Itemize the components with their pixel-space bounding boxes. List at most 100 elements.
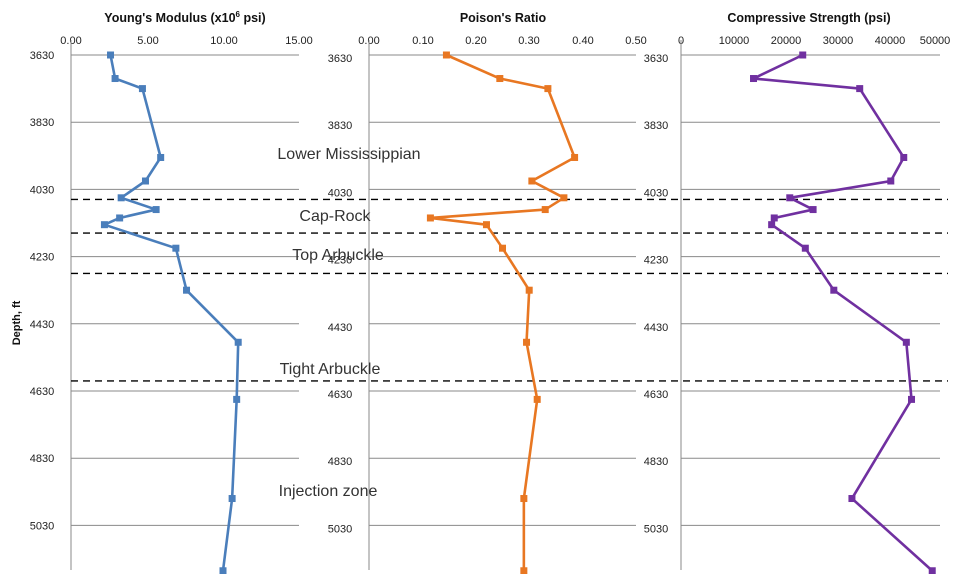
x-tick-label: 10.00 [210,35,238,47]
data-point [541,206,549,214]
zone-label-tight-arbuckle: Tight Arbuckle [280,361,381,378]
x-tick-label: 0.50 [625,35,646,47]
data-point [528,177,536,185]
data-point [902,338,910,346]
data-point [157,153,165,161]
zone-label-top-arbuckle: Top Arbuckle [292,247,384,264]
data-point [856,85,864,93]
data-point [233,395,241,403]
y-axis-label: Depth, ft [11,300,23,345]
data-point [848,495,856,503]
depth-tick-label: 4230 [644,255,668,267]
depth-tick-label: 3630 [30,50,54,62]
data-point [141,177,149,185]
depth-tick-label: 3830 [30,117,54,129]
data-point [234,338,242,346]
data-point [152,206,160,214]
data-point [544,85,552,93]
zone-label-lower-mississippian: Lower Mississippian [277,146,420,163]
data-point [533,395,541,403]
zone-label-cap-rock: Cap-Rock [299,208,371,225]
x-tick-labels-youngs: 0.00 5.00 10.00 15.00 [60,35,312,47]
data-point [116,214,124,222]
data-point [499,244,506,252]
data-point [219,567,227,575]
data-point [887,177,895,185]
data-point [111,75,119,83]
depth-tick-label: 5030 [328,523,352,535]
data-point [100,221,108,229]
data-point [900,153,908,161]
depth-tick-label: 4030 [30,184,54,196]
depth-tick-label: 4430 [328,322,352,334]
depth-tick-label: 4230 [328,255,352,267]
series-layer [100,51,936,575]
data-point [525,286,533,294]
data-point [908,395,916,403]
depth-tick-label: 5030 [644,523,668,535]
series-line [103,54,240,571]
data-point [799,51,807,59]
chart-title-youngs-modulus: Young's Modulus (x106 psi) [104,10,265,25]
data-point [107,51,115,59]
x-tick-label: 5.00 [137,35,158,47]
x-tick-label: 0.10 [412,35,433,47]
data-point [786,194,794,202]
depth-tick-label: 4230 [30,252,54,264]
depth-tick-label: 4830 [644,456,668,468]
data-point [750,75,758,83]
depth-tick-label: 5030 [30,520,54,532]
x-tick-label: 50000 [920,35,951,47]
chart-title-compressive-strength: Compressive Strength (psi) [727,11,890,25]
data-point [426,214,434,222]
data-point [172,244,180,252]
depth-tick-label: 3630 [644,53,668,65]
data-point [523,338,531,346]
zone-boundaries [71,198,948,382]
zone-labels: Lower Mississippian Cap-Rock Top Arbuckl… [277,146,420,500]
chart-title-poisons-ratio: Poison's Ratio [460,11,547,25]
depth-tick-label: 4830 [30,453,54,465]
zone-label-injection-zone: Injection zone [279,483,378,500]
data-point [228,495,236,503]
x-tick-label: 10000 [719,35,750,47]
data-point [560,194,568,202]
depth-tick-label: 4430 [644,322,668,334]
data-point [117,194,125,202]
x-tick-labels-compressive: 0 10000 20000 30000 40000 50000 [678,35,950,47]
x-tick-label: 0.20 [465,35,486,47]
depth-tick-label: 4030 [328,187,352,199]
data-point [496,75,504,83]
depth-tick-label: 4030 [644,187,668,199]
depth-tick-label: 4830 [328,456,352,468]
depth-tick-label: 4630 [328,389,352,401]
x-tick-label: 15.00 [285,35,313,47]
x-tick-label: 0.40 [572,35,593,47]
depth-tick-label: 4630 [30,386,54,398]
data-point [928,567,936,575]
depth-tick-label: 3830 [328,120,352,132]
data-point [809,206,817,214]
data-point [830,286,838,294]
data-point [770,214,778,222]
depth-tick-label: 3830 [644,120,668,132]
data-point [442,51,450,59]
x-tick-label: 20000 [771,35,802,47]
data-point [801,244,809,252]
x-tick-label: 0.30 [518,35,539,47]
depth-tick-label: 3630 [328,53,352,65]
depth-tick-labels: 3630 3830 4030 4230 4430 4630 4830 5030 3630 3830… [30,50,668,535]
data-point [138,85,146,93]
data-point [183,286,191,294]
series-line [429,53,576,571]
x-tick-labels-poisons: 0.00 0.10 0.20 0.30 0.40 0.50 [358,35,646,47]
data-point [520,495,528,503]
data-point [482,221,490,229]
data-point [520,567,528,575]
depth-tick-label: 4430 [30,319,54,331]
x-tick-label: 30000 [823,35,854,47]
data-point [571,153,579,161]
x-tick-label: 40000 [875,35,906,47]
